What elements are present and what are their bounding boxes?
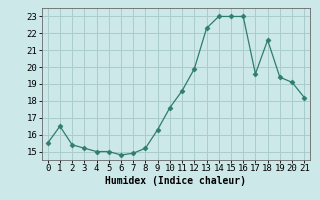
X-axis label: Humidex (Indice chaleur): Humidex (Indice chaleur): [106, 176, 246, 186]
